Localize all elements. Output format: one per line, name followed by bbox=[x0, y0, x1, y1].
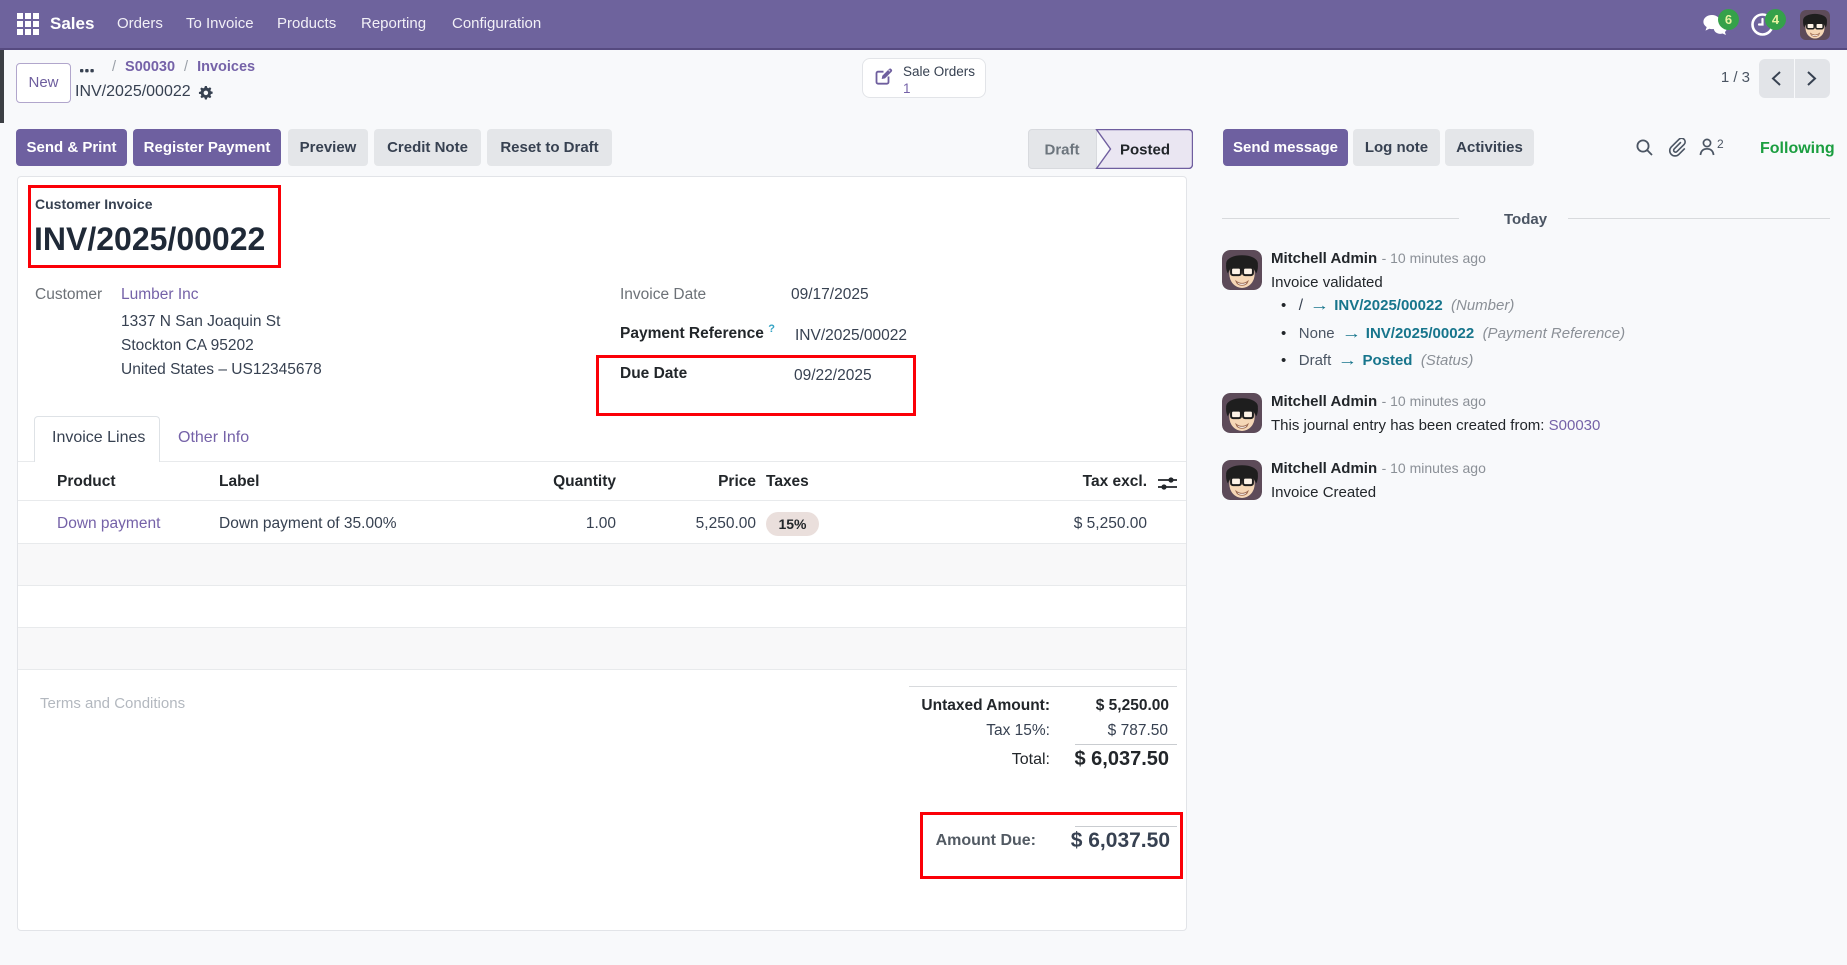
svg-text:Draft: Draft bbox=[1044, 142, 1079, 159]
svg-text:Posted: Posted bbox=[1120, 142, 1170, 159]
